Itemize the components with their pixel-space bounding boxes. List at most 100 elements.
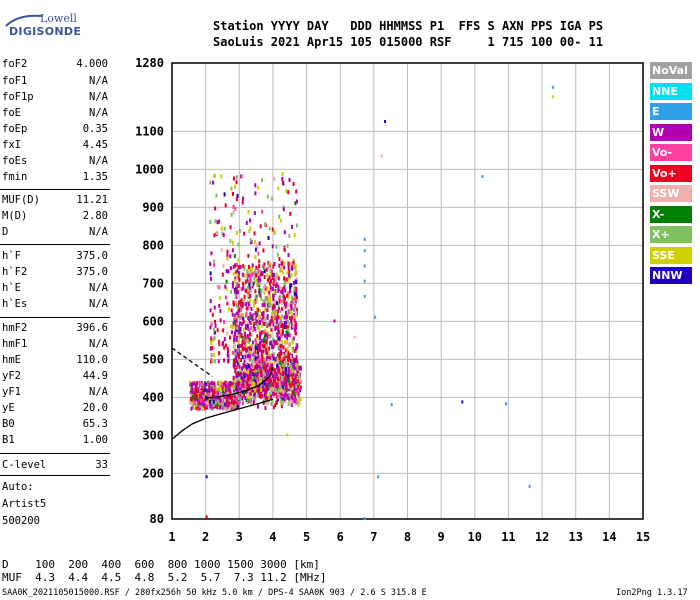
echo-point xyxy=(299,365,302,370)
echo-point xyxy=(230,212,233,217)
echo-point xyxy=(283,261,286,266)
echo-point xyxy=(268,356,271,361)
echo-point xyxy=(221,402,224,407)
param-row-20: yE 20.0 xyxy=(2,402,108,414)
echo-point xyxy=(279,357,282,362)
echo-point xyxy=(277,306,280,311)
profile-curve xyxy=(171,398,274,440)
echo-point xyxy=(272,316,275,321)
echo-point xyxy=(281,340,284,345)
echo-point xyxy=(284,353,287,358)
echo-point xyxy=(247,264,250,269)
echo-point xyxy=(282,207,285,212)
param-label: M(D) xyxy=(2,210,28,222)
param-value: 4.000 xyxy=(76,58,108,70)
echo-point xyxy=(289,359,292,364)
muf-row: MUF 4.3 4.4 4.5 4.8 5.2 5.7 7.3 11.2 [MH… xyxy=(2,571,327,584)
param-row-6: foEs N/A xyxy=(2,155,108,167)
echo-point xyxy=(248,357,251,362)
echo-point xyxy=(282,384,285,389)
echo-point xyxy=(257,367,260,372)
echo-point xyxy=(235,180,238,185)
echo-point xyxy=(281,296,284,301)
echo-point xyxy=(260,372,263,377)
param-value: N/A xyxy=(89,155,108,167)
param-label: h`F2 xyxy=(2,266,28,278)
echo-point xyxy=(209,271,212,276)
echo-point xyxy=(214,219,217,224)
echo-point xyxy=(251,340,254,345)
echo-point xyxy=(270,327,273,332)
echo-point xyxy=(234,206,237,211)
echo-point xyxy=(250,369,253,374)
echo-point xyxy=(253,239,256,244)
echo-point xyxy=(272,352,275,357)
echo-point xyxy=(235,230,238,235)
param-label: foE xyxy=(2,107,21,119)
echo-point xyxy=(268,302,271,307)
echo-point xyxy=(284,310,287,315)
echo-point xyxy=(225,384,228,389)
echo-point xyxy=(213,404,216,409)
echo-point xyxy=(296,366,299,371)
echo-point xyxy=(233,317,236,322)
y-tick-label: 1000 xyxy=(135,162,164,176)
echo-point xyxy=(231,312,234,317)
echo-point xyxy=(285,351,288,356)
echo-point xyxy=(192,405,195,410)
echo-point xyxy=(255,282,258,287)
echo-point xyxy=(204,391,207,396)
echo-point xyxy=(280,307,283,312)
echo-point xyxy=(214,392,217,397)
echo-point xyxy=(210,358,213,363)
echo-point xyxy=(275,311,278,316)
echo-point xyxy=(280,319,283,324)
echo-point xyxy=(231,325,234,330)
echo-point xyxy=(282,181,285,186)
echo-point xyxy=(235,387,238,392)
echo-point xyxy=(278,263,281,268)
echo-point xyxy=(274,382,277,387)
echo-point xyxy=(192,392,195,397)
echo-point xyxy=(241,174,244,179)
echo-point xyxy=(262,400,265,405)
param-row-8: MUF(D) 11.21 xyxy=(2,194,108,206)
echo-point xyxy=(264,390,267,395)
echo-point xyxy=(281,176,284,181)
echo-point xyxy=(236,326,239,331)
echo-point xyxy=(278,356,281,361)
echo-point xyxy=(272,297,275,302)
echo-point xyxy=(287,402,290,407)
echo-point xyxy=(281,287,284,292)
echo-point xyxy=(288,321,291,326)
echo-point xyxy=(251,359,254,364)
echo-point xyxy=(219,318,222,323)
echo-point xyxy=(193,401,196,406)
echo-point xyxy=(190,401,193,406)
echo-point xyxy=(282,357,285,362)
echo-point xyxy=(200,382,203,387)
echo-point xyxy=(273,304,276,309)
echo-point xyxy=(274,403,277,408)
echo-point xyxy=(290,273,293,278)
echo-point xyxy=(283,366,286,371)
echo-point xyxy=(243,393,246,398)
echo-point xyxy=(223,382,226,387)
echo-point xyxy=(268,261,271,266)
echo-point xyxy=(287,384,290,389)
echo-point xyxy=(209,404,212,409)
echo-point xyxy=(238,300,241,305)
echo-point xyxy=(230,393,233,398)
echo-point xyxy=(294,280,297,285)
echo-point xyxy=(265,361,268,366)
echo-point xyxy=(274,368,277,373)
echo-point xyxy=(206,399,209,404)
echo-point xyxy=(279,294,282,299)
echo-point xyxy=(274,299,277,304)
echo-point xyxy=(294,201,297,206)
echo-point xyxy=(269,321,272,326)
echo-point xyxy=(270,279,273,284)
echo-point xyxy=(230,289,233,294)
echo-point xyxy=(234,403,237,408)
echo-point xyxy=(213,233,216,238)
